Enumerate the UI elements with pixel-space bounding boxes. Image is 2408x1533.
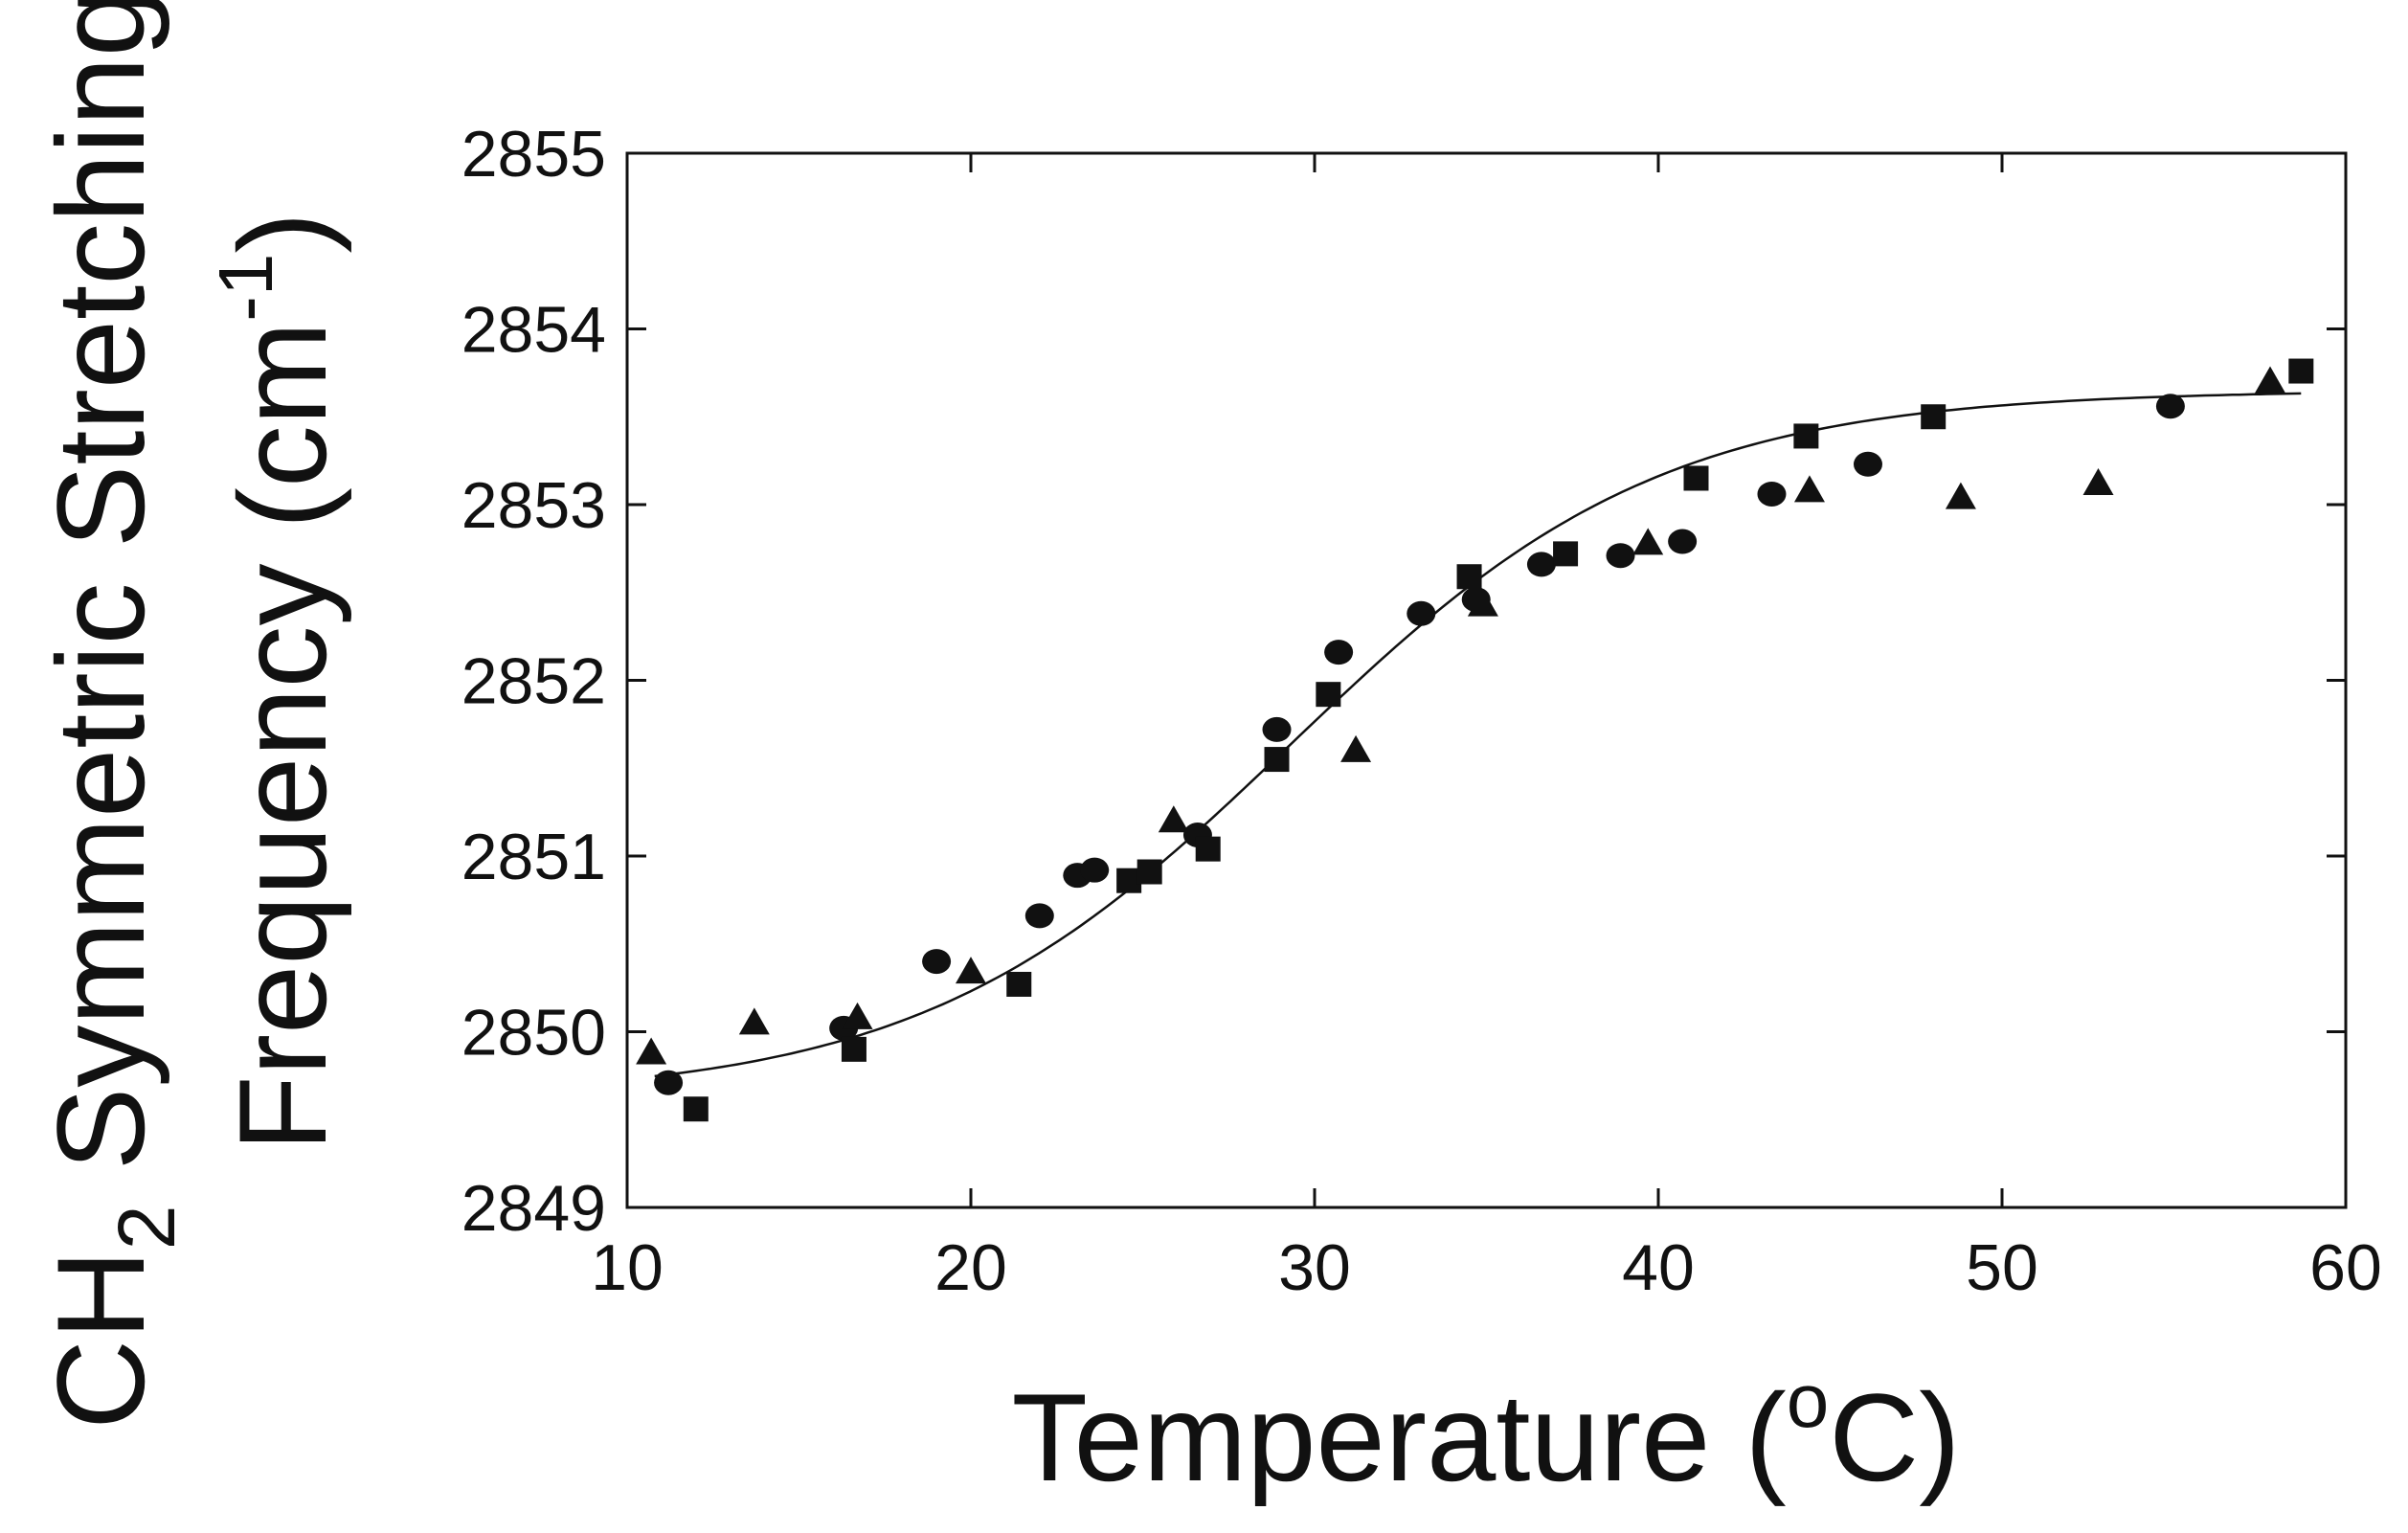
- data-point-circle: [1606, 543, 1635, 569]
- y-axis-title-subscript: 2: [101, 1205, 191, 1250]
- y-tick-label: 2855: [461, 118, 606, 191]
- x-tick-label: 50: [1966, 1231, 2038, 1304]
- x-axis-ticks: 10 20 30 40 50 60: [591, 153, 2382, 1304]
- data-point-circle: [922, 949, 952, 975]
- y-axis-title-line-1-text: CH: [31, 1250, 170, 1430]
- y-axis-title-line-2: Frequency (cm-1): [203, 212, 352, 1151]
- data-point-circle: [1262, 716, 1292, 742]
- data-point-triangle: [738, 1007, 770, 1035]
- data-point-square: [1456, 564, 1482, 590]
- x-tick-label: 10: [591, 1231, 664, 1304]
- x-axis-title-unit: C): [1829, 1367, 1960, 1507]
- data-point-circle: [1668, 529, 1698, 554]
- data-point-triangle: [1340, 734, 1372, 762]
- data-point-circle: [1757, 481, 1787, 507]
- y-axis-title-line-2-tail: ): [213, 212, 352, 253]
- data-point-circle: [1024, 903, 1054, 929]
- data-point-square: [1006, 971, 1032, 997]
- data-point-triangle: [1158, 805, 1189, 833]
- x-tick-label: 30: [1278, 1231, 1351, 1304]
- data-point-square: [683, 1096, 709, 1122]
- data-point-triangle: [1467, 589, 1498, 617]
- data-point-circle: [1324, 640, 1354, 665]
- data-point-square: [2288, 358, 2314, 384]
- data-point-triangle: [2082, 467, 2114, 495]
- y-axis-title-line-2-text: Frequency (cm: [213, 322, 352, 1152]
- data-point-circle: [654, 1070, 684, 1095]
- y-tick-label: 2851: [461, 821, 606, 893]
- data-point-triangle: [956, 957, 986, 984]
- data-point-circle: [2155, 394, 2185, 419]
- plot-area: [625, 151, 2348, 1209]
- data-point-circle: [1080, 857, 1110, 883]
- data-point-square: [841, 1036, 866, 1062]
- data-point-triangle: [1945, 482, 1976, 509]
- data-point-triangle: [1793, 475, 1825, 503]
- x-tick-label: 60: [2309, 1231, 2382, 1304]
- x-tick-label: 20: [934, 1231, 1007, 1304]
- data-point-square: [1793, 423, 1819, 449]
- y-axis-title-superscript: -1: [203, 254, 288, 322]
- data-point-circle: [1853, 451, 1882, 477]
- x-axis-title: Temperature (oC): [1012, 1358, 1961, 1507]
- x-axis-title-text: Temperature (: [1012, 1367, 1787, 1507]
- data-point-square: [1683, 465, 1709, 491]
- y-tick-label: 2854: [461, 294, 606, 367]
- data-point-circle: [1526, 552, 1556, 577]
- data-point-triangle: [1632, 528, 1664, 555]
- data-point-square: [1136, 859, 1162, 885]
- y-tick-label: 2849: [461, 1172, 606, 1245]
- y-axis-ticks: 2849 2850 2851 2852 2853 2854 2855: [461, 118, 2346, 1245]
- data-point-square: [1316, 682, 1341, 708]
- x-tick-label: 40: [1622, 1231, 1695, 1304]
- x-axis-title-superscript: o: [1787, 1358, 1830, 1443]
- y-tick-label: 2850: [461, 997, 606, 1070]
- data-point-square: [1264, 747, 1290, 773]
- data-point-square: [1921, 404, 1947, 430]
- y-axis-title-line-1-tail: Symmetric Stretching: [31, 0, 170, 1205]
- data-point-square: [1195, 836, 1221, 862]
- data-point-triangle: [636, 1037, 667, 1065]
- data-point-circle: [1407, 600, 1436, 626]
- data-point-square: [1553, 541, 1579, 567]
- data-point-triangle: [2255, 366, 2286, 394]
- y-tick-label: 2852: [461, 645, 606, 718]
- y-tick-label: 2853: [461, 469, 606, 542]
- data-point-triangle: [842, 1002, 873, 1029]
- y-axis-title-line-1: CH2 Symmetric Stretching: [31, 0, 191, 1430]
- data-markers: [636, 358, 2314, 1122]
